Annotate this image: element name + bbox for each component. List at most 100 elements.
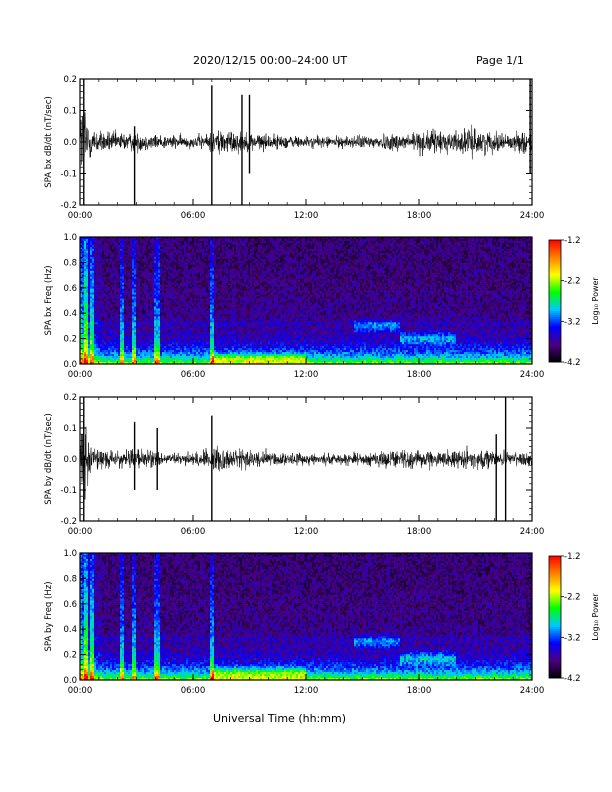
heatmap-cell <box>134 358 136 360</box>
heatmap-cell <box>96 352 98 354</box>
heatmap-cell <box>188 251 190 253</box>
heatmap-cell <box>206 360 208 362</box>
heatmap-cell <box>228 255 230 257</box>
heatmap-cell <box>116 310 118 312</box>
heatmap-cell <box>220 293 222 295</box>
heatmap-cell <box>88 310 90 312</box>
heatmap-cell <box>156 281 158 283</box>
heatmap-cell <box>104 289 106 291</box>
heatmap-cell <box>204 348 206 350</box>
heatmap-cell <box>92 259 94 261</box>
heatmap-cell <box>148 273 150 275</box>
heatmap-cell <box>114 354 116 356</box>
heatmap-cell <box>100 277 102 279</box>
heatmap-cell <box>116 340 118 342</box>
heatmap-cell <box>138 344 140 346</box>
heatmap-cell <box>138 354 140 356</box>
heatmap-cell <box>130 304 132 306</box>
heatmap-cell <box>194 301 196 303</box>
heatmap-cell <box>218 283 220 285</box>
heatmap-cell <box>180 354 182 356</box>
heatmap-cell <box>106 338 108 340</box>
heatmap-cell <box>108 312 110 314</box>
heatmap-cell <box>202 239 204 241</box>
heatmap-cell <box>142 338 144 340</box>
heatmap-cell <box>118 330 120 332</box>
heatmap-cell <box>130 299 132 301</box>
heatmap-cell <box>108 360 110 362</box>
heatmap-cell <box>114 249 116 251</box>
heatmap-cell <box>180 263 182 265</box>
heatmap-cell <box>98 253 100 255</box>
heatmap-cell <box>98 241 100 243</box>
heatmap-cell <box>108 273 110 275</box>
heatmap-cell <box>86 249 88 251</box>
heatmap-cell <box>162 352 164 354</box>
heatmap-cell <box>94 338 96 340</box>
heatmap-cell <box>180 344 182 346</box>
heatmap-cell <box>210 320 212 322</box>
heatmap-cell <box>184 322 186 324</box>
heatmap-cell <box>178 304 180 306</box>
heatmap-cell <box>162 259 164 261</box>
heatmap-cell <box>178 299 180 301</box>
heatmap-cell <box>170 289 172 291</box>
heatmap-cell <box>106 312 108 314</box>
heatmap-cell <box>146 245 148 247</box>
heatmap-cell <box>194 275 196 277</box>
heatmap-cell <box>170 257 172 259</box>
heatmap-cell <box>84 334 86 336</box>
heatmap-cell <box>160 281 162 283</box>
heatmap-cell <box>198 304 200 306</box>
heatmap-cell <box>194 328 196 330</box>
heatmap-cell <box>158 336 160 338</box>
heatmap-cell <box>216 328 218 330</box>
heatmap-cell <box>210 342 212 344</box>
heatmap-cell <box>146 350 148 352</box>
heatmap-cell <box>148 295 150 297</box>
heatmap-cell <box>152 326 154 328</box>
heatmap-cell <box>202 283 204 285</box>
heatmap-cell <box>106 360 108 362</box>
heatmap-cell <box>90 306 92 308</box>
heatmap-cell <box>190 320 192 322</box>
heatmap-cell <box>218 265 220 267</box>
heatmap-cell <box>176 360 178 362</box>
heatmap-cell <box>132 281 134 283</box>
heatmap-cell <box>132 328 134 330</box>
heatmap-cell <box>116 281 118 283</box>
heatmap-cell <box>106 352 108 354</box>
heatmap-cell <box>106 304 108 306</box>
heatmap-cell <box>94 356 96 358</box>
heatmap-cell <box>90 277 92 279</box>
heatmap-cell <box>98 340 100 342</box>
heatmap-cell <box>222 320 224 322</box>
heatmap-cell <box>182 344 184 346</box>
heatmap-cell <box>98 336 100 338</box>
heatmap-cell <box>198 348 200 350</box>
heatmap-cell <box>90 291 92 293</box>
heatmap-cell <box>146 328 148 330</box>
heatmap-cell <box>152 255 154 257</box>
heatmap-cell <box>134 239 136 241</box>
heatmap-cell <box>150 249 152 251</box>
heatmap-cell <box>134 332 136 334</box>
heatmap-cell <box>90 316 92 318</box>
heatmap-cell <box>122 354 124 356</box>
heatmap-cell <box>98 312 100 314</box>
heatmap-cell <box>136 320 138 322</box>
heatmap-cell <box>86 239 88 241</box>
heatmap-cell <box>230 249 232 251</box>
heatmap-cell <box>202 314 204 316</box>
heatmap-cell <box>182 299 184 301</box>
heatmap-cell <box>170 350 172 352</box>
heatmap-cell <box>140 301 142 303</box>
heatmap-cell <box>128 241 130 243</box>
heatmap-cell <box>230 308 232 310</box>
heatmap-cell <box>208 310 210 312</box>
heatmap-cell <box>140 332 142 334</box>
heatmap-cell <box>226 263 228 265</box>
heatmap-cell <box>190 255 192 257</box>
heatmap-cell <box>138 251 140 253</box>
heatmap-cell <box>132 306 134 308</box>
